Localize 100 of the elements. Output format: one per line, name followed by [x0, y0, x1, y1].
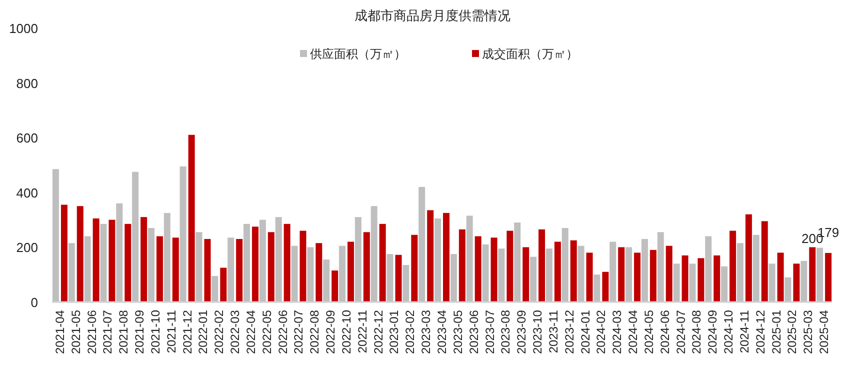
bar — [450, 254, 457, 302]
bar — [164, 212, 170, 302]
x-tick-label: 2022-12 — [371, 310, 386, 354]
x-tick-label: 2024-01 — [578, 310, 592, 354]
y-tick-label: 1000 — [9, 21, 38, 36]
y-tick-label: 800 — [16, 76, 38, 91]
bar — [721, 266, 728, 302]
x-tick-label: 2021-08 — [116, 310, 131, 354]
bar — [800, 260, 808, 302]
x-tick-label: 2023-06 — [466, 310, 481, 354]
x-tick-label: 2024-05 — [642, 310, 656, 354]
bar — [752, 234, 760, 302]
bar — [268, 232, 274, 302]
x-tick-label: 2023-03 — [419, 310, 434, 354]
x-tick-label: 2024-04 — [626, 310, 640, 354]
bar — [745, 214, 752, 302]
bar — [784, 277, 792, 302]
x-tick-label: 2025-02 — [785, 310, 800, 354]
bar — [618, 247, 625, 302]
x-tick-label: 2022-04 — [244, 310, 258, 354]
bar — [148, 228, 154, 302]
bar — [698, 258, 704, 302]
bar — [466, 216, 473, 302]
bar — [386, 254, 394, 302]
x-tick-label: 2022-02 — [212, 310, 226, 354]
x-tick-label: 2022-07 — [292, 310, 306, 354]
bar — [68, 243, 75, 302]
bar — [300, 230, 306, 302]
x-tick-label: 2022-08 — [308, 310, 322, 354]
bar — [76, 206, 84, 302]
bar — [554, 242, 561, 302]
x-tick-label: 2024-08 — [690, 310, 704, 354]
bar — [490, 238, 498, 302]
bar — [379, 224, 386, 302]
bar — [809, 247, 816, 302]
x-tick-label: 2022-10 — [339, 310, 354, 354]
bar — [578, 246, 584, 302]
bar — [252, 226, 258, 302]
bar — [538, 229, 546, 302]
x-tick-label: 2023-02 — [403, 310, 418, 354]
x-tick-label: 2025-01 — [769, 310, 784, 354]
x-tick-label: 2022-03 — [228, 310, 242, 354]
bar — [395, 254, 402, 302]
x-tick-label: 2023-05 — [450, 310, 465, 354]
bar — [140, 217, 148, 302]
bar — [124, 224, 132, 302]
x-tick-label: 2023-11 — [546, 310, 560, 354]
bar — [307, 247, 314, 302]
x-tick-label: 2024-02 — [594, 310, 608, 354]
bar — [338, 246, 346, 302]
x-tick-label: 2024-07 — [674, 310, 688, 354]
bar — [418, 186, 426, 302]
bar — [434, 218, 441, 302]
x-tick-label: 2023-08 — [498, 310, 513, 354]
bar — [458, 229, 466, 302]
bar — [530, 256, 537, 302]
bar — [323, 260, 330, 302]
x-tick-label: 2022-01 — [196, 310, 210, 354]
bar — [243, 224, 250, 302]
x-tick-label: 2023-07 — [482, 310, 497, 354]
bar — [220, 268, 227, 302]
bar — [275, 217, 282, 302]
x-tick-label: 2025-03 — [801, 310, 816, 354]
bar — [634, 252, 641, 302]
x-tick-label: 2023-01 — [387, 310, 402, 354]
bar — [228, 238, 234, 302]
bar — [60, 204, 68, 302]
bar — [443, 212, 450, 302]
bar — [411, 234, 418, 302]
chart-title: 成都市商品房月度供需情况 — [354, 8, 510, 23]
bar — [354, 217, 362, 302]
x-tick-label: 2021-04 — [52, 310, 67, 354]
x-tick-label: 2021-05 — [68, 310, 83, 354]
bar — [682, 255, 688, 302]
bar — [602, 272, 609, 302]
bar — [506, 230, 514, 302]
bar — [212, 276, 218, 302]
x-tick-label: 2025-04 — [817, 310, 832, 354]
x-tick-label: 2022-09 — [324, 310, 338, 354]
bar — [793, 264, 800, 302]
bar — [714, 255, 720, 302]
x-tick-label: 2024-06 — [658, 310, 672, 354]
y-tick-label: 200 — [16, 240, 38, 256]
bar — [236, 238, 243, 302]
bar — [132, 172, 139, 302]
bar — [705, 236, 712, 302]
bar — [610, 242, 616, 302]
bar — [522, 247, 530, 302]
x-tick-label: 2022-06 — [276, 310, 290, 354]
x-tick-label: 2024-03 — [610, 310, 624, 354]
x-tick-label: 2021-10 — [148, 310, 162, 354]
bar — [594, 274, 600, 302]
x-tick-label: 2021-06 — [84, 310, 99, 354]
x-tick-label: 2024-10 — [722, 310, 736, 354]
bar — [816, 248, 824, 302]
bar — [316, 243, 322, 302]
bar — [92, 218, 100, 302]
bar — [402, 265, 410, 302]
x-tick-label: 2024-09 — [706, 310, 720, 354]
bar — [116, 203, 123, 302]
